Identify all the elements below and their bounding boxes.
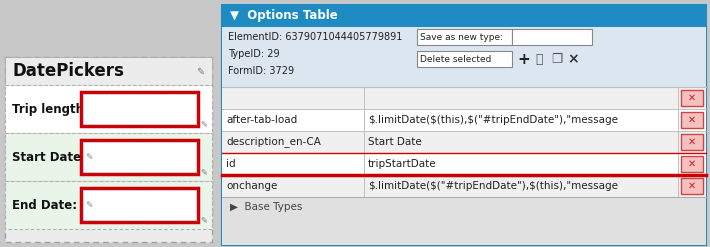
Bar (83, 190, 196, 220)
Text: +: + (517, 52, 530, 66)
Text: tripStartDate: tripStartDate (368, 159, 437, 169)
Bar (222, 87, 678, 109)
Bar (681, 178, 703, 194)
Text: FormID: 3729: FormID: 3729 (228, 66, 294, 76)
Bar (678, 175, 706, 197)
Bar (222, 153, 678, 175)
Bar (5, 133, 212, 181)
Bar (681, 112, 703, 128)
Bar (83, 142, 196, 172)
Text: Delete selected: Delete selected (420, 55, 491, 63)
Bar (222, 131, 678, 153)
Bar (681, 90, 703, 106)
Text: ×: × (567, 52, 579, 66)
Bar (5, 57, 212, 242)
Bar (678, 131, 706, 153)
Text: ⧉: ⧉ (535, 53, 542, 65)
Text: description_en-CA: description_en-CA (226, 137, 321, 147)
Text: $.limitDate($(this),$("#tripEndDate"),"message: $.limitDate($(this),$("#tripEndDate"),"m… (368, 115, 618, 125)
Text: ElementID: 6379071044405779891: ElementID: 6379071044405779891 (228, 32, 403, 42)
Text: ▼  Options Table: ▼ Options Table (230, 9, 338, 22)
Text: ✕: ✕ (688, 93, 696, 103)
Bar (222, 27, 706, 87)
Bar (222, 109, 678, 131)
Text: ✎: ✎ (85, 201, 92, 209)
Text: ✕: ✕ (688, 159, 696, 169)
Text: Start Date: Start Date (368, 137, 422, 147)
Text: DatePickers: DatePickers (12, 62, 124, 80)
Bar (678, 109, 706, 131)
Text: $.limitDate($("#tripEndDate"),$(this),"message: $.limitDate($("#tripEndDate"),$(this),"m… (368, 181, 618, 191)
Text: End Date:: End Date: (12, 199, 77, 211)
Bar (417, 51, 512, 67)
Bar (83, 94, 196, 124)
Bar (222, 5, 706, 27)
Bar (512, 29, 592, 45)
Bar (5, 57, 212, 85)
Bar (81, 92, 198, 126)
Bar (81, 188, 198, 222)
Text: after-tab-load: after-tab-load (226, 115, 297, 125)
Bar (81, 140, 198, 174)
Bar (681, 134, 703, 150)
Text: ✎: ✎ (200, 217, 207, 226)
Text: ✕: ✕ (688, 137, 696, 147)
Text: Save as new type:: Save as new type: (417, 32, 507, 42)
Text: onchange: onchange (226, 181, 278, 191)
Text: Start Date:: Start Date: (12, 150, 86, 164)
Bar (5, 85, 212, 133)
Text: ✎: ✎ (200, 168, 207, 178)
Text: Save as new type:: Save as new type: (420, 33, 503, 41)
Bar (681, 156, 703, 172)
Text: ✕: ✕ (688, 115, 696, 125)
Text: ▶  Base Types: ▶ Base Types (230, 202, 302, 212)
Bar (5, 181, 212, 229)
Text: ✎: ✎ (85, 152, 92, 162)
Bar (678, 87, 706, 109)
Text: ✕: ✕ (688, 181, 696, 191)
Bar (678, 153, 706, 175)
Bar (222, 197, 706, 245)
Text: ❒: ❒ (551, 53, 562, 65)
Bar (222, 175, 678, 197)
Bar (222, 5, 706, 245)
Bar (417, 29, 512, 45)
Text: id: id (226, 159, 236, 169)
Text: ✎: ✎ (200, 121, 207, 129)
Text: Trip length:: Trip length: (12, 103, 89, 116)
Text: TypeID: 29: TypeID: 29 (228, 49, 280, 59)
Text: ✎: ✎ (196, 67, 204, 77)
